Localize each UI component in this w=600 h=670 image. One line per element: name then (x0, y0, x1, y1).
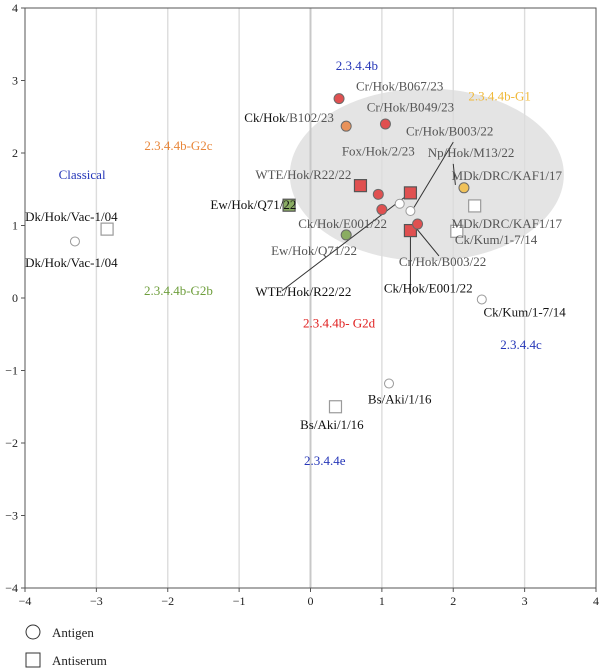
cluster-label: 2.3.4.4b-G1 (468, 88, 530, 103)
point-label: Ck/Hok/B102/23 (244, 110, 334, 125)
point-label: Bs/Aki/1/16 (368, 392, 432, 407)
cluster-region (289, 88, 564, 262)
antiserum-marker (450, 224, 464, 238)
legend-circle-marker (25, 624, 41, 640)
antiserum-marker (468, 199, 482, 213)
antigen-marker (340, 120, 352, 132)
legend-square-marker (25, 652, 41, 668)
antigen-markers (69, 93, 487, 389)
antisera-markers (100, 179, 482, 414)
x-tick-label: 3 (522, 594, 528, 608)
antiserum-marker (403, 186, 418, 200)
point-label: MDk/DRC/KAF1/17 (452, 216, 563, 231)
x-tick-label: 4 (593, 594, 599, 608)
antigen-marker (376, 204, 388, 216)
point-label: Cr/Hok/B049/23 (367, 99, 454, 114)
point-label: MDk/DRC/KAF1/17 (452, 168, 563, 183)
antigen-marker (333, 93, 345, 105)
y-tick-label: −1 (5, 364, 18, 378)
grid-lines (95, 8, 526, 588)
antigen-marker (384, 378, 395, 389)
y-tick-label: 4 (12, 1, 18, 15)
point-label: Ck/Hok/E001/22 (384, 281, 473, 296)
antiserum-marker (353, 179, 368, 193)
cluster-label: 2.3.4.4b- G2d (303, 315, 376, 330)
y-tick-label: 0 (12, 291, 18, 305)
point-label: Fox/Hok/2/23 (342, 144, 415, 159)
y-tick-label: 3 (12, 74, 18, 88)
x-tick-label: −2 (161, 594, 174, 608)
point-label: Dk/Hok/Vac-1/04 (25, 255, 118, 270)
point-label: Np/Hok/M13/22 (428, 145, 515, 160)
y-tick-label: −2 (5, 436, 18, 450)
x-tick-label: 1 (379, 594, 385, 608)
cluster-label: 2.3.4.4c (500, 337, 542, 352)
axis-ticks: −4 −3 −2 −1 0 1 2 3 4 −4 −3 −2 −1 0 1 2 3 4 (5, 1, 599, 608)
y-tick-label: −3 (5, 509, 18, 523)
x-tick-label: −3 (90, 594, 103, 608)
leader-line (413, 225, 440, 257)
antigen-marker (379, 118, 391, 130)
antigen-marker (372, 188, 384, 200)
leader-line (452, 163, 456, 185)
point-label: Ck/Hok/E001/22 (298, 216, 387, 231)
antigen-marker (69, 236, 80, 247)
point-label: Cr/Hok/B003/22 (399, 254, 486, 269)
point-label: Bs/Aki/1/16 (300, 417, 364, 432)
point-label: Ew/Hok/Q71/22 (271, 243, 357, 258)
x-tick-label: −1 (233, 594, 246, 608)
antiserum-marker (282, 198, 296, 212)
y-tick-label: −4 (5, 581, 18, 595)
x-tick-label: 0 (308, 594, 314, 608)
cluster-label: 2.3.4.4e (304, 453, 346, 468)
antigen-marker (340, 229, 352, 241)
leader-line (413, 141, 454, 208)
antigen-marker (458, 182, 470, 194)
cluster-label: 2.3.4.4b (336, 58, 378, 73)
point-label: WTE/Hok/R22/22 (255, 284, 351, 299)
point-label: Cr/Hok/B003/22 (406, 123, 493, 138)
cluster-label: 2.3.4.4b-G2b (144, 283, 213, 298)
point-label: Dk/Hok/Vac-1/04 (25, 209, 118, 224)
y-tick-label: 1 (12, 219, 18, 233)
y-tick-label: 2 (12, 146, 18, 160)
point-label: Ck/Kum/1-7/14 (483, 305, 566, 320)
antigen-marker (476, 294, 487, 305)
antiserum-marker (100, 222, 114, 236)
legend-label: Antiserum (52, 653, 107, 668)
leader-lines (281, 141, 456, 295)
point-label: Ew/Hok/Q71/22 (210, 197, 296, 212)
cluster-label: Classical (59, 167, 106, 182)
legend: Antigen Antiserum (25, 624, 107, 668)
point-label: WTE/Hok/R22/22 (255, 167, 351, 182)
antigen-marker (394, 198, 405, 209)
cluster-label: 2.3.4.4b-G2c (144, 138, 212, 153)
point-label: Ck/Kum/1-7/14 (455, 232, 538, 247)
antigen-marker (405, 206, 416, 216)
legend-label: Antigen (52, 625, 94, 640)
leader-line (281, 192, 411, 292)
x-tick-label: −4 (19, 594, 32, 608)
cluster-labels: 2.3.4.4b 2.3.4.4b-G1 2.3.4.4b-G2c Classical… (59, 58, 542, 468)
antiserum-marker (328, 400, 343, 414)
x-tick-label: 2 (450, 594, 456, 608)
antigen-marker (412, 218, 424, 230)
point-labels: Dk/Hok/Vac-1/04 Dk/Hok/Vac-1/04 Cr/Hok/B06… (25, 78, 566, 432)
point-label: Cr/Hok/B067/23 (356, 78, 443, 93)
